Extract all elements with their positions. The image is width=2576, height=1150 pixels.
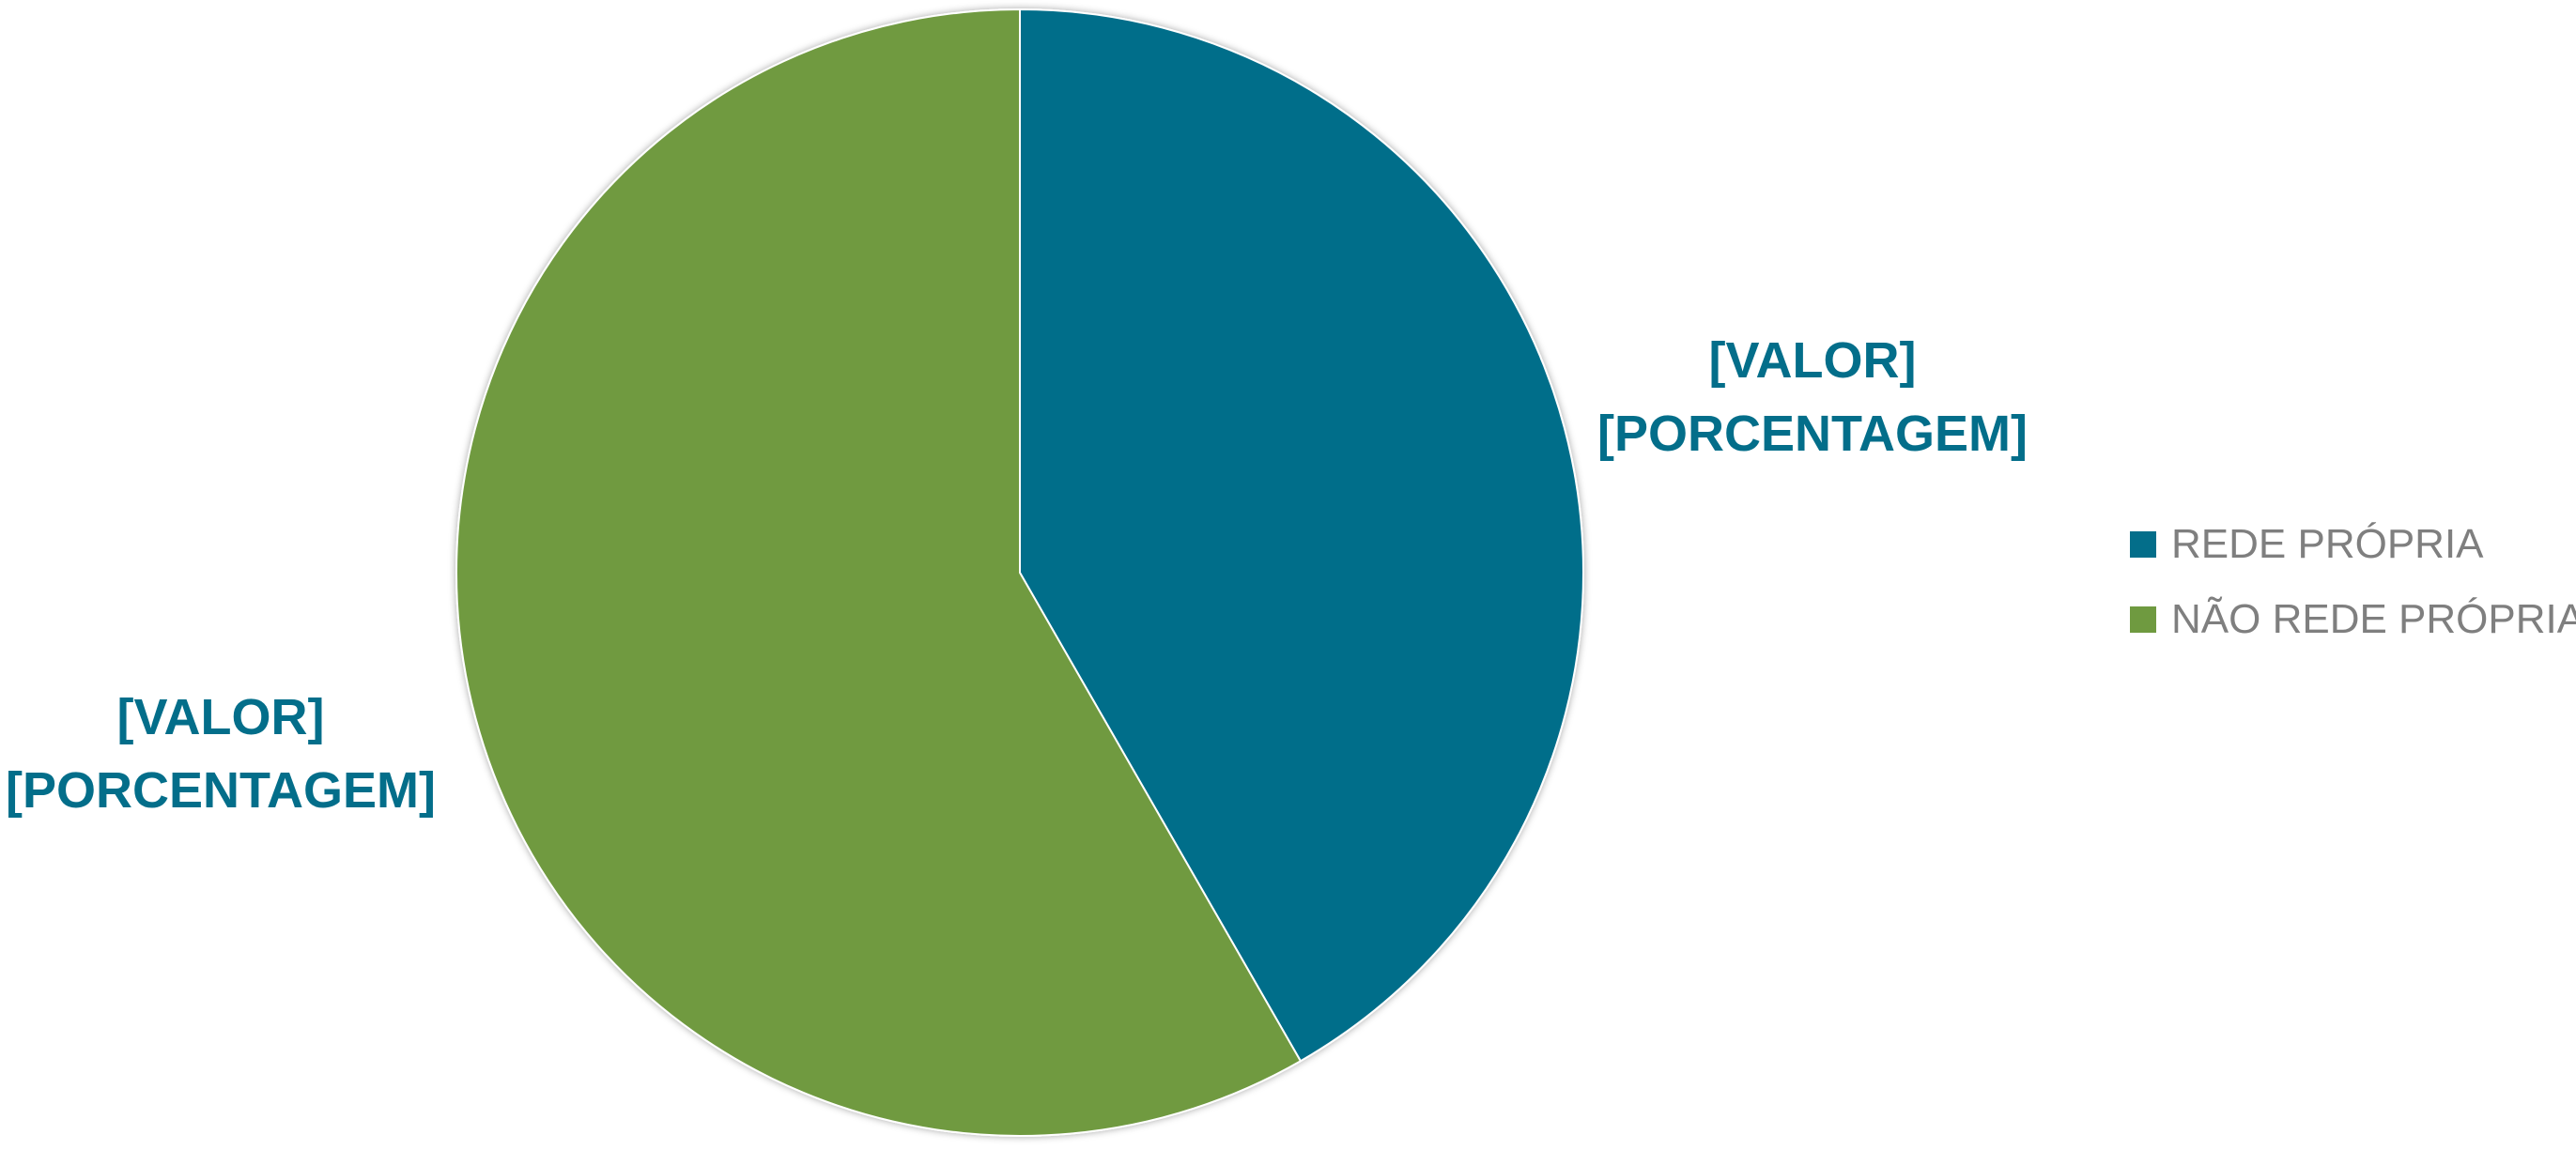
- data-label-rede-propria: [VALOR] [PORCENTAGEM]: [1597, 324, 2028, 470]
- pie-slices: [455, 8, 1584, 1137]
- legend-item-rede-propria: REDE PRÓPRIA: [2130, 507, 2571, 582]
- data-label-nao-rede-propria: [VALOR] [PORCENTAGEM]: [0, 681, 441, 827]
- legend-label-rede-propria: REDE PRÓPRIA: [2171, 521, 2484, 567]
- data-label-value: [VALOR]: [116, 689, 325, 745]
- data-label-percentage: [PORCENTAGEM]: [1597, 406, 2028, 462]
- data-label-percentage: [PORCENTAGEM]: [6, 762, 436, 819]
- pie-slice-nao-rede-propria: [455, 8, 1303, 1137]
- pie-slice-rede-propria: [1019, 8, 1584, 1063]
- legend-label-nao-rede-propria: NÃO REDE PRÓPRIA: [2171, 596, 2576, 642]
- legend-swatch-nao-rede-propria: [2130, 606, 2156, 633]
- legend: REDE PRÓPRIA NÃO REDE PRÓPRIA: [2130, 507, 2576, 657]
- legend-item-nao-rede-propria: NÃO REDE PRÓPRIA: [2130, 582, 2576, 657]
- data-label-value: [VALOR]: [1708, 332, 1917, 389]
- legend-swatch-rede-propria: [2130, 531, 2156, 558]
